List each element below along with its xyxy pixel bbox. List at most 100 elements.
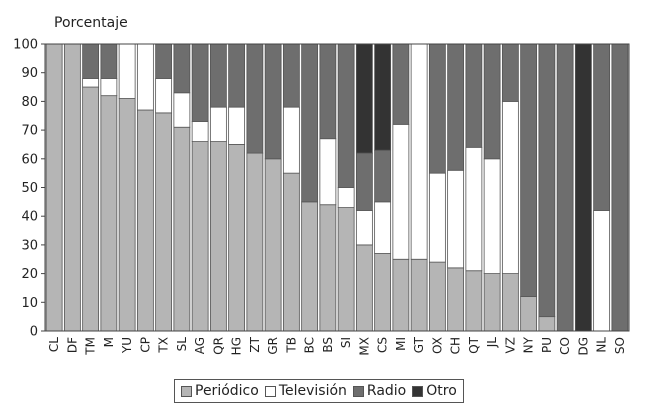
legend-swatch-radio bbox=[352, 385, 364, 397]
bar-segment-SL-Televisión bbox=[173, 92, 191, 128]
bar-segment-NL-Televisión bbox=[593, 210, 611, 332]
x-tick-label: TM bbox=[84, 337, 98, 356]
x-tick-label: VZ bbox=[503, 337, 517, 353]
bar-segment-SL-Radio bbox=[173, 43, 191, 94]
x-tick-label: QR bbox=[211, 337, 225, 355]
bar-segment-CS-Radio bbox=[374, 149, 392, 203]
bar-segment-HG-Televisión bbox=[228, 106, 246, 145]
bar-segment-MX-Otro bbox=[355, 43, 373, 154]
legend-label-otro: Otro bbox=[426, 383, 457, 399]
x-tick-label: QT bbox=[467, 336, 481, 353]
y-tick-label: 50 bbox=[21, 181, 38, 196]
legend-label-periodico: Periódico bbox=[195, 383, 259, 399]
bar-segment-MI-Televisión bbox=[392, 123, 410, 260]
x-tick-label: CL bbox=[47, 337, 61, 352]
x-tick-label: CO bbox=[558, 337, 572, 355]
bar-segment-CS-Televisión bbox=[374, 201, 392, 254]
x-tick-label: YU bbox=[120, 337, 134, 354]
bar-segment-TM-Televisión bbox=[82, 78, 100, 88]
x-tick-label: PU bbox=[540, 337, 554, 353]
bar-segment-JL-Televisión bbox=[483, 158, 501, 275]
bar-segment-AG-Televisión bbox=[191, 121, 209, 142]
bar-segment-TM-Periódico bbox=[82, 86, 100, 332]
bar-segment-GR-Radio bbox=[264, 43, 282, 160]
bar-segment-CO-Radio bbox=[556, 43, 574, 332]
bars bbox=[45, 43, 629, 332]
bar-segment-SL-Periódico bbox=[173, 126, 191, 332]
bar-segment-CH-Radio bbox=[447, 43, 465, 171]
bar-segment-M-Radio bbox=[100, 43, 118, 79]
bar-segment-TX-Periódico bbox=[155, 112, 173, 332]
bar-segment-HG-Radio bbox=[228, 43, 246, 108]
bar-segment-SO-Radio bbox=[611, 43, 629, 332]
bar-segment-NY-Periódico bbox=[520, 296, 538, 332]
bar-segment-CP-Televisión bbox=[136, 43, 154, 111]
bar-segment-BC-Periódico bbox=[301, 201, 319, 332]
x-tick-label: MI bbox=[394, 337, 408, 351]
x-tick-label: CP bbox=[138, 337, 152, 353]
bar-segment-GT-Periódico bbox=[410, 258, 428, 332]
legend-swatch-periodico bbox=[181, 385, 192, 397]
bar-segment-ZT-Periódico bbox=[246, 152, 264, 332]
bar-segment-CP-Periódico bbox=[136, 109, 154, 332]
x-axis: CL DF TM M YU CP TX SL AG QR HG ZT GR TB BC BS SI MX CS MI G… bbox=[47, 336, 627, 355]
x-tick-label: NL bbox=[595, 337, 609, 353]
bar-segment-VZ-Televisión bbox=[501, 101, 519, 274]
x-tick-label: NY bbox=[522, 336, 536, 353]
plot-frame bbox=[44, 43, 630, 332]
bar-segment-CS-Periódico bbox=[374, 253, 392, 332]
x-tick-label: BS bbox=[321, 337, 335, 353]
y-tick-label: 30 bbox=[21, 238, 38, 253]
x-tick-label: DF bbox=[65, 337, 79, 353]
bar-segment-DG-Otro bbox=[574, 43, 592, 332]
bar-segment-YU-Televisión bbox=[118, 43, 136, 99]
bar-segment-NY-Radio bbox=[520, 43, 538, 297]
bar-segment-MX-Periódico bbox=[355, 244, 373, 332]
bar-segment-PU-Radio bbox=[538, 43, 556, 318]
x-tick-label: HG bbox=[230, 337, 244, 355]
bar-segment-SI-Televisión bbox=[337, 187, 355, 208]
bar-segment-TX-Televisión bbox=[155, 78, 173, 114]
bar-segment-TM-Radio bbox=[82, 43, 100, 79]
legend: Periódico Televisión Radio Otro bbox=[174, 379, 464, 403]
y-tick-label: 90 bbox=[21, 66, 38, 81]
y-tick-label: 100 bbox=[13, 38, 38, 53]
bar-segment-BS-Periódico bbox=[319, 204, 337, 332]
legend-label-radio: Radio bbox=[366, 383, 407, 399]
bar-segment-MX-Radio bbox=[355, 152, 373, 211]
x-tick-label: GT bbox=[412, 336, 426, 353]
y-tick-label: 60 bbox=[21, 152, 38, 167]
bar-segment-TB-Periódico bbox=[282, 172, 300, 332]
legend-item-otro: Otro bbox=[412, 383, 457, 399]
bar-segment-OX-Periódico bbox=[428, 261, 446, 332]
bar-segment-OX-Radio bbox=[428, 43, 446, 174]
bar-segment-VZ-Radio bbox=[501, 43, 519, 102]
y-tick-label: 0 bbox=[30, 325, 38, 340]
legend-item-periodico: Periódico bbox=[181, 383, 259, 399]
y-axis: 0 10 20 30 40 50 60 70 80 90 100 bbox=[13, 38, 45, 340]
bar-segment-AG-Periódico bbox=[191, 141, 209, 332]
legend-swatch-television bbox=[264, 385, 276, 397]
bar-segment-QR-Radio bbox=[209, 43, 227, 108]
bar-segment-MI-Radio bbox=[392, 43, 410, 125]
bar-segment-GT-Televisión bbox=[410, 43, 428, 260]
x-tick-label: ZT bbox=[248, 336, 262, 352]
bar-segment-BC-Radio bbox=[301, 43, 319, 203]
bar-segment-TB-Televisión bbox=[282, 106, 300, 174]
x-tick-label: SI bbox=[339, 337, 353, 348]
bar-segment-AG-Radio bbox=[191, 43, 209, 122]
x-tick-label: MX bbox=[357, 337, 371, 356]
y-tick-label: 70 bbox=[21, 124, 38, 139]
bar-segment-YU-Periódico bbox=[118, 98, 136, 332]
x-tick-label: M bbox=[102, 337, 116, 347]
bar-segment-QR-Televisión bbox=[209, 106, 227, 142]
bar-segment-VZ-Periódico bbox=[501, 273, 519, 332]
bar-segment-HG-Periódico bbox=[228, 144, 246, 332]
x-tick-label: GR bbox=[266, 337, 280, 355]
bar-segment-JL-Radio bbox=[483, 43, 501, 160]
x-tick-label: CS bbox=[376, 337, 390, 353]
bar-segment-M-Televisión bbox=[100, 78, 118, 97]
bar-segment-CH-Televisión bbox=[447, 169, 465, 269]
x-tick-label: SO bbox=[613, 337, 627, 354]
